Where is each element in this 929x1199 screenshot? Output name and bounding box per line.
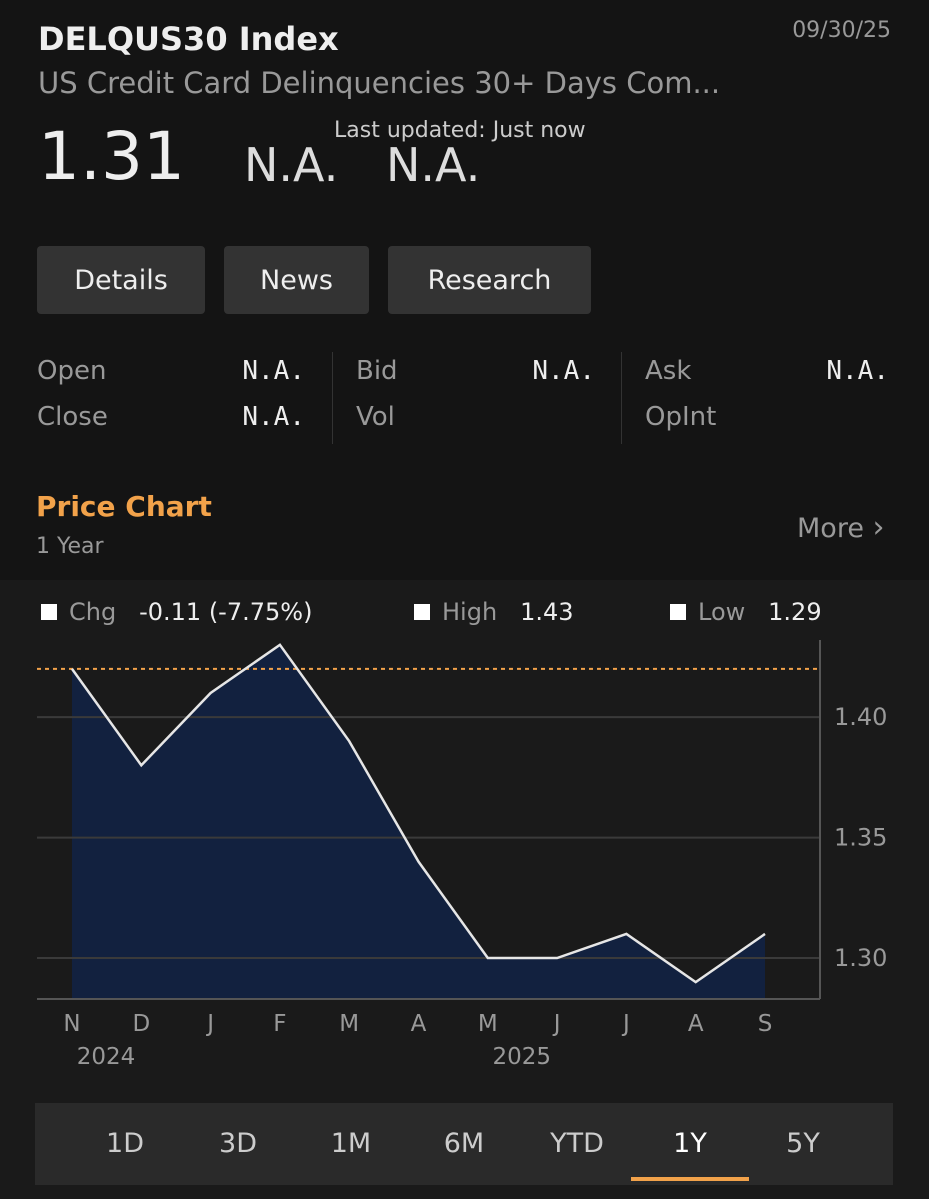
year-label: 2025	[493, 1044, 552, 1070]
range-bar	[35, 1103, 893, 1185]
quote-label: Vol	[356, 402, 395, 432]
range-tab[interactable]: 3D	[219, 1128, 257, 1159]
separator	[621, 352, 622, 444]
x-tick-label: S	[758, 1011, 773, 1037]
ticker: DELQUS30 Index	[38, 20, 339, 58]
research-button[interactable]: Research	[388, 246, 591, 314]
range-tab[interactable]: 6M	[443, 1128, 485, 1159]
quote-value: N.A.	[532, 356, 595, 386]
stat-label: High	[442, 598, 498, 626]
x-tick-label: M	[339, 1011, 359, 1037]
quote-value: N.A.	[826, 356, 889, 386]
range-tab[interactable]: YTD	[550, 1128, 604, 1159]
quote-value: N.A.	[242, 402, 305, 432]
more-link[interactable]: More ›	[797, 510, 885, 545]
selected-indicator	[631, 1177, 749, 1181]
x-tick-label: J	[552, 1011, 561, 1037]
x-tick-label: D	[132, 1011, 150, 1037]
stat-label: Chg	[69, 598, 117, 626]
x-tick-label: A	[411, 1011, 427, 1037]
x-tick-label: N	[63, 1011, 80, 1037]
x-tick-label: A	[688, 1011, 704, 1037]
change-pct: N.A.	[386, 138, 481, 192]
x-tick-label: F	[273, 1011, 286, 1037]
area	[72, 644, 765, 999]
price-line	[70, 643, 766, 984]
stat: Chg -0.11 (-7.75%)	[41, 598, 312, 626]
stat-value: 1.29	[768, 598, 822, 626]
quote-label: Bid	[356, 356, 398, 386]
x-tick-label: J	[621, 1011, 630, 1037]
year-label: 2024	[77, 1044, 136, 1070]
quote-label: Ask	[645, 356, 692, 386]
quote-label: Close	[37, 402, 108, 432]
stat-value: -0.11 (-7.75%)	[139, 598, 313, 626]
range-tab[interactable]: 1M	[330, 1128, 372, 1159]
y-tick-label: 1.35	[834, 824, 887, 852]
stat: High 1.43	[414, 598, 574, 626]
stat-label: Low	[698, 598, 746, 626]
x-tick-label: M	[478, 1011, 498, 1037]
stat-value: 1.43	[520, 598, 574, 626]
range-tab[interactable]: 5Y	[786, 1128, 820, 1159]
y-tick-label: 1.40	[834, 703, 887, 731]
range-tab[interactable]: 1Y	[673, 1128, 707, 1159]
range-tab[interactable]: 1D	[106, 1128, 144, 1159]
section-subtitle: 1 Year	[36, 534, 104, 559]
price: 1.31	[38, 118, 185, 195]
change: N.A.	[244, 138, 339, 192]
quote-label: Open	[37, 356, 107, 386]
quote-label: OpInt	[645, 402, 717, 432]
description: US Credit Card Delinquencies 30+ Days Co…	[38, 66, 721, 100]
separator	[332, 352, 333, 444]
last-updated: Last updated: Just now	[334, 118, 586, 143]
x-tick-label: J	[205, 1011, 214, 1037]
news-button[interactable]: News	[224, 246, 369, 314]
stat: Low 1.29	[670, 598, 822, 626]
more-text: More	[797, 513, 864, 544]
details-button[interactable]: Details	[37, 246, 205, 314]
date: 09/30/25	[792, 18, 891, 43]
section-title: Price Chart	[36, 490, 212, 523]
y-tick-label: 1.30	[834, 944, 887, 972]
quote-value: N.A.	[242, 356, 305, 386]
